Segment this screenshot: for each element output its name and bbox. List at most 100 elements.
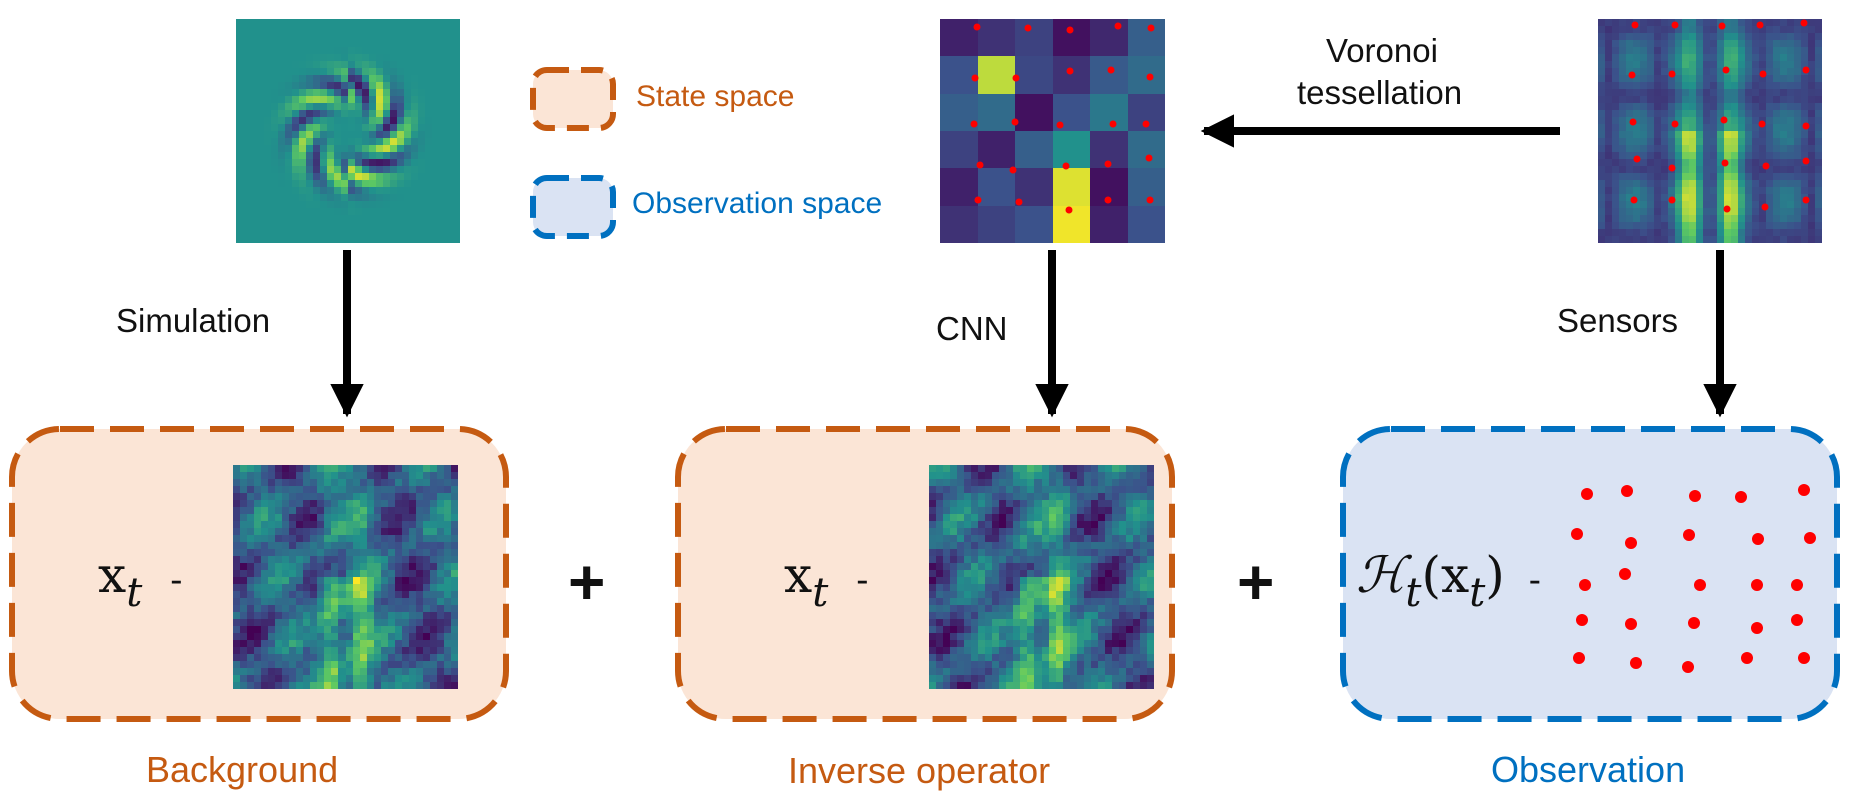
heatmap-cell [1612, 131, 1619, 138]
heatmap-cell [1090, 570, 1098, 577]
heatmap-cell [320, 19, 327, 26]
heatmap-cell [1062, 549, 1070, 556]
heatmap-cell [453, 236, 460, 243]
heatmap-cell [257, 152, 264, 159]
heatmap-cell [1731, 75, 1738, 82]
heatmap-cell [425, 96, 432, 103]
heatmap-cell [390, 68, 397, 75]
heatmap-cell [254, 577, 262, 584]
heatmap-cell [366, 535, 374, 542]
heatmap-cell [1083, 633, 1091, 640]
heatmap-cell [1598, 40, 1605, 47]
heatmap-cell [429, 675, 437, 682]
heatmap-cell [432, 208, 439, 215]
heatmap-cell [1605, 124, 1612, 131]
heatmap-cell [1139, 521, 1147, 528]
heatmap-cell [1738, 33, 1745, 40]
heatmap-cell [348, 40, 355, 47]
heatmap-cell [359, 542, 367, 549]
heatmap-cell [1633, 61, 1640, 68]
heatmap-cell [303, 647, 311, 654]
heatmap-cell [950, 605, 958, 612]
heatmap-cell [327, 96, 334, 103]
heatmap-cell [964, 549, 972, 556]
heatmap-cell [271, 89, 278, 96]
heatmap-cell [310, 542, 318, 549]
heatmap-cell [1661, 110, 1668, 117]
heatmap-cell [285, 117, 292, 124]
heatmap-cell [369, 187, 376, 194]
heatmap-cell [446, 117, 453, 124]
heatmap-cell [1780, 145, 1787, 152]
heatmap-cell [376, 61, 383, 68]
heatmap-cell [1640, 54, 1647, 61]
heatmap-cell [992, 486, 1000, 493]
heatmap-cell [380, 654, 388, 661]
heatmap-cell [327, 26, 334, 33]
heatmap-cell [1076, 654, 1084, 661]
heatmap-cell [233, 521, 241, 528]
heatmap-cell [240, 521, 248, 528]
heatmap-cell [1766, 145, 1773, 152]
heatmap-cell [1689, 138, 1696, 145]
heatmap-cell [1682, 145, 1689, 152]
heatmap-cell [366, 605, 374, 612]
heatmap-cell [383, 236, 390, 243]
heatmap-cell [1111, 507, 1119, 514]
heatmap-cell [285, 124, 292, 131]
heatmap-cell [299, 117, 306, 124]
heatmap-cell [345, 577, 353, 584]
heatmap-cell [436, 493, 444, 500]
heatmap-cell [257, 159, 264, 166]
heatmap-cell [999, 633, 1007, 640]
heatmap-cell [1062, 465, 1070, 472]
heatmap-cell [1020, 521, 1028, 528]
heatmap-cell [303, 486, 311, 493]
heatmap-cell [1675, 47, 1682, 54]
heatmap-cell [411, 236, 418, 243]
heatmap-cell [341, 89, 348, 96]
heatmap-cell [1125, 654, 1133, 661]
heatmap-cell [1612, 47, 1619, 54]
heatmap-cell [401, 682, 409, 689]
heatmap-cell [261, 584, 269, 591]
heatmap-cell [362, 180, 369, 187]
heatmap-cell [1055, 598, 1063, 605]
heatmap-cell [415, 528, 423, 535]
heatmap-cell [285, 222, 292, 229]
heatmap-cell [271, 110, 278, 117]
heatmap-cell [1675, 173, 1682, 180]
heatmap-cell [387, 542, 395, 549]
heatmap-cell [985, 563, 993, 570]
heatmap-cell [1041, 486, 1049, 493]
heatmap-cell [1125, 584, 1133, 591]
heatmap-cell [436, 598, 444, 605]
heatmap-cell [1815, 187, 1822, 194]
heatmap-cell [432, 75, 439, 82]
heatmap-cell [268, 507, 276, 514]
heatmap-cell [432, 19, 439, 26]
heatmap-cell [401, 465, 409, 472]
heatmap-cell [240, 577, 248, 584]
heatmap-cell [1738, 131, 1745, 138]
heatmap-cell [1675, 19, 1682, 26]
heatmap-cell [964, 486, 972, 493]
heatmap-cell [310, 654, 318, 661]
heatmap-cell [296, 549, 304, 556]
heatmap-cell [296, 619, 304, 626]
heatmap-cell [1815, 117, 1822, 124]
heatmap-cell [436, 591, 444, 598]
heatmap-cell [233, 584, 241, 591]
inverse-dash: - [856, 560, 869, 601]
heatmap-cell [1013, 633, 1021, 640]
heatmap-cell [425, 229, 432, 236]
heatmap-cell [296, 563, 304, 570]
heatmap-cell [422, 542, 430, 549]
sensor-dot [1751, 622, 1763, 634]
heatmap-cell [362, 222, 369, 229]
heatmap-cell [1731, 89, 1738, 96]
heatmap-cell [411, 110, 418, 117]
heatmap-cell [1738, 89, 1745, 96]
heatmap-cell [394, 486, 402, 493]
heatmap-cell [1076, 598, 1084, 605]
